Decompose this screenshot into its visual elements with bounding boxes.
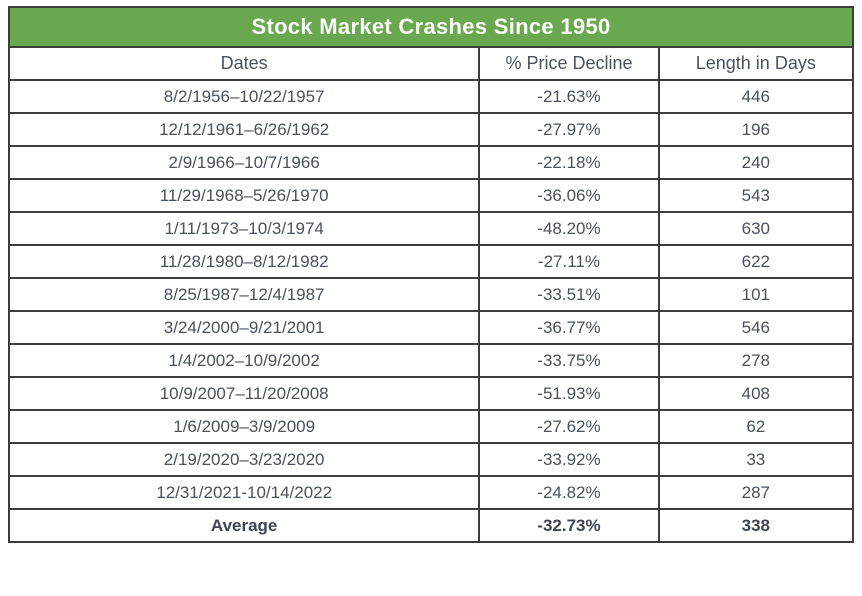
days-cell: 101 xyxy=(657,277,855,312)
decline-cell: -33.75% xyxy=(478,343,660,378)
col-header-dates: Dates xyxy=(7,46,481,81)
days-cell: 33 xyxy=(657,442,855,477)
days-cell: 622 xyxy=(657,244,855,279)
dates-cell: 11/29/1968–5/26/1970 xyxy=(7,178,481,213)
days-cell: 287 xyxy=(657,475,855,510)
dates-cell: 8/25/1987–12/4/1987 xyxy=(7,277,481,312)
dates-cell: 2/19/2020–3/23/2020 xyxy=(7,442,481,477)
decline-cell: -27.97% xyxy=(478,112,660,147)
decline-cell: -22.18% xyxy=(478,145,660,180)
decline-cell: -33.92% xyxy=(478,442,660,477)
dates-cell: 8/2/1956–10/22/1957 xyxy=(7,79,481,114)
crash-table-container: Stock Market Crashes Since 1950 Dates % … xyxy=(7,6,855,543)
decline-cell: -21.63% xyxy=(478,79,660,114)
dates-cell: 1/4/2002–10/9/2002 xyxy=(7,343,481,378)
days-cell: 278 xyxy=(657,343,855,378)
dates-cell: 12/12/1961–6/26/1962 xyxy=(7,112,481,147)
days-cell: 408 xyxy=(657,376,855,411)
table-row: 11/28/1980–8/12/1982 -27.11% 622 xyxy=(7,244,855,279)
table-row: 11/29/1968–5/26/1970 -36.06% 543 xyxy=(7,178,855,213)
table-row: 1/4/2002–10/9/2002 -33.75% 278 xyxy=(7,343,855,378)
table-row: 12/12/1961–6/26/1962 -27.97% 196 xyxy=(7,112,855,147)
table-row: 8/2/1956–10/22/1957 -21.63% 446 xyxy=(7,79,855,114)
decline-cell: -51.93% xyxy=(478,376,660,411)
decline-cell: -27.11% xyxy=(478,244,660,279)
average-decline: -32.73% xyxy=(478,508,660,543)
table-row: 1/6/2009–3/9/2009 -27.62% 62 xyxy=(7,409,855,444)
table-row: 10/9/2007–11/20/2008 -51.93% 408 xyxy=(7,376,855,411)
table-row: 8/25/1987–12/4/1987 -33.51% 101 xyxy=(7,277,855,312)
average-days: 338 xyxy=(657,508,855,543)
dates-cell: 10/9/2007–11/20/2008 xyxy=(7,376,481,411)
days-cell: 446 xyxy=(657,79,855,114)
days-cell: 630 xyxy=(657,211,855,246)
decline-cell: -33.51% xyxy=(478,277,660,312)
days-cell: 196 xyxy=(657,112,855,147)
header-row: Dates % Price Decline Length in Days xyxy=(7,46,855,81)
decline-cell: -24.82% xyxy=(478,475,660,510)
table-row: 2/19/2020–3/23/2020 -33.92% 33 xyxy=(7,442,855,477)
dates-cell: 1/6/2009–3/9/2009 xyxy=(7,409,481,444)
decline-cell: -36.06% xyxy=(478,178,660,213)
days-cell: 240 xyxy=(657,145,855,180)
decline-cell: -48.20% xyxy=(478,211,660,246)
days-cell: 62 xyxy=(657,409,855,444)
table-row: 12/31/2021-10/14/2022 -24.82% 287 xyxy=(7,475,855,510)
table-title: Stock Market Crashes Since 1950 xyxy=(8,6,854,48)
table-row: 2/9/1966–10/7/1966 -22.18% 240 xyxy=(7,145,855,180)
decline-cell: -27.62% xyxy=(478,409,660,444)
average-row: Average -32.73% 338 xyxy=(7,508,855,543)
days-cell: 543 xyxy=(657,178,855,213)
dates-cell: 1/11/1973–10/3/1974 xyxy=(7,211,481,246)
days-cell: 546 xyxy=(657,310,855,345)
dates-cell: 2/9/1966–10/7/1966 xyxy=(7,145,481,180)
table-row: 3/24/2000–9/21/2001 -36.77% 546 xyxy=(7,310,855,345)
col-header-days: Length in Days xyxy=(657,46,855,81)
col-header-decline: % Price Decline xyxy=(478,46,660,81)
decline-cell: -36.77% xyxy=(478,310,660,345)
dates-cell: 11/28/1980–8/12/1982 xyxy=(7,244,481,279)
table-row: 1/11/1973–10/3/1974 -48.20% 630 xyxy=(7,211,855,246)
dates-cell: 3/24/2000–9/21/2001 xyxy=(7,310,481,345)
dates-cell: 12/31/2021-10/14/2022 xyxy=(7,475,481,510)
title-row: Stock Market Crashes Since 1950 xyxy=(8,6,854,48)
average-label: Average xyxy=(7,508,481,543)
crash-table: Stock Market Crashes Since 1950 Dates % … xyxy=(7,6,855,543)
